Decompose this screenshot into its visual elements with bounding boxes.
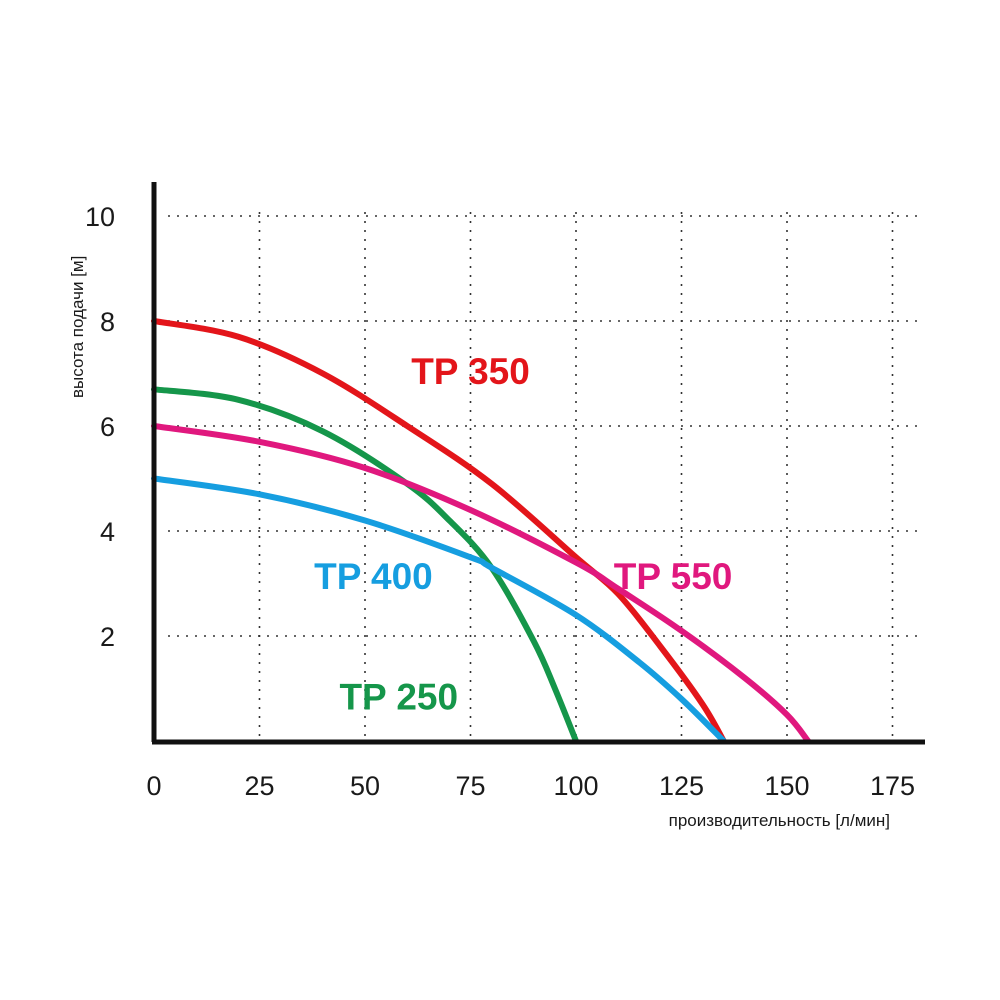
y-tick-label: 8	[100, 307, 115, 337]
x-tick-label: 125	[659, 771, 704, 801]
series-line-tp-250	[151, 386, 579, 744]
x-tick-label: 100	[553, 771, 598, 801]
x-axis-title: производительность [л/мин]	[669, 811, 890, 830]
series-label-tp-350: TP 350	[411, 351, 530, 392]
y-tick-label: 2	[100, 622, 115, 652]
series-label-tp-400: TP 400	[314, 556, 433, 597]
series-labels: TP 350 TP 400 TP 550 TP 250	[314, 351, 732, 718]
x-tick-label: 0	[146, 771, 161, 801]
series-curves	[151, 318, 812, 744]
series-line-tp-400	[151, 475, 727, 744]
y-tick-label: 4	[100, 517, 115, 547]
series-label-tp-250: TP 250	[339, 677, 458, 718]
y-axis-title: высота подачи [м]	[68, 256, 87, 398]
x-tick-label: 175	[870, 771, 915, 801]
series-line-tp-550	[151, 423, 812, 744]
x-tick-label: 50	[350, 771, 380, 801]
y-tick-label: 6	[100, 412, 115, 442]
series-label-tp-550: TP 550	[614, 556, 733, 597]
x-tick-label: 25	[244, 771, 274, 801]
x-tick-label: 150	[764, 771, 809, 801]
y-tick-label: 10	[85, 202, 115, 232]
series-line-tp-350	[151, 318, 727, 744]
x-tick-label: 75	[455, 771, 485, 801]
grid	[168, 212, 918, 738]
tick-labels: 0 25 50 75 100 125 150 175 2 4 6 8 10	[85, 202, 915, 801]
axes	[151, 182, 925, 745]
